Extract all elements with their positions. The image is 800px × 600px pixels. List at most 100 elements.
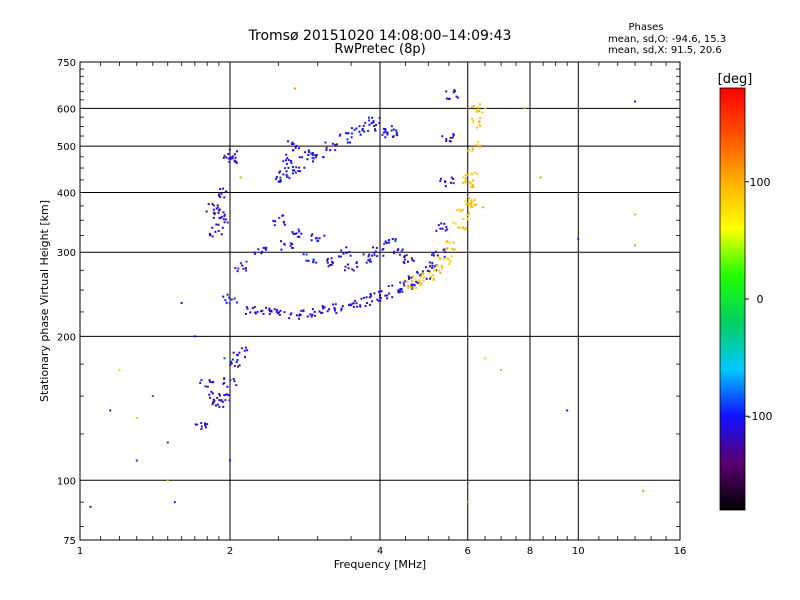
echo-point (297, 228, 300, 231)
echo-point (384, 294, 387, 297)
echo-point (291, 243, 294, 246)
echo-point (452, 221, 455, 224)
echo-point (435, 229, 438, 232)
echo-point (407, 260, 410, 263)
echo-point (287, 140, 290, 143)
echo-point (468, 148, 471, 151)
echo-point (217, 403, 220, 406)
echo-point (397, 291, 400, 294)
echo-point (211, 203, 214, 206)
x-tick-label: 8 (527, 546, 533, 557)
echo-point (227, 157, 230, 160)
echo-point (339, 255, 342, 258)
echo-point (217, 229, 220, 232)
echo-point (358, 130, 361, 133)
echo-point (241, 347, 244, 350)
echo-point (273, 224, 276, 227)
echo-point (217, 211, 220, 214)
echo-point (475, 109, 478, 112)
echo-point (281, 214, 284, 217)
echo-point (441, 135, 444, 138)
colorbar-tick-label: 100 (750, 176, 771, 189)
echo-point (212, 208, 215, 211)
colorbar-tick-label: -100 (748, 410, 773, 423)
echo-point (222, 156, 225, 159)
echo-point (212, 381, 215, 384)
echo-point (251, 307, 254, 310)
echo-point (233, 153, 236, 156)
echo-point (278, 311, 281, 314)
y-tick-label: 400 (57, 188, 76, 199)
echo-point (278, 313, 281, 316)
echo-point (213, 213, 216, 216)
echo-point (332, 303, 335, 306)
echo-point (333, 309, 336, 312)
echo-point (439, 271, 442, 274)
echo-point (254, 252, 257, 255)
echo-point (403, 258, 406, 261)
x-tick-label: 1 (77, 546, 83, 557)
echo-point (406, 284, 409, 287)
echo-point (286, 175, 289, 178)
echo-point (212, 216, 215, 219)
echo-point (212, 401, 215, 404)
echo-point (245, 260, 248, 263)
x-axis-label: Frequency [MHz] (334, 558, 426, 571)
echo-point (224, 399, 227, 402)
echo-point (331, 142, 334, 145)
echo-point (282, 160, 285, 163)
echo-point (347, 267, 350, 270)
echo-point (384, 240, 387, 243)
echo-point (209, 396, 212, 399)
echo-point (262, 246, 265, 249)
stats-heading: Phases (628, 22, 663, 33)
echo-point (245, 312, 248, 315)
echo-point (426, 269, 429, 272)
echo-point (412, 259, 415, 262)
echo-point (207, 203, 210, 206)
echo-point (227, 152, 230, 155)
echo-point (412, 287, 415, 290)
echo-point (217, 223, 220, 226)
echo-point (236, 358, 239, 361)
echo-point (470, 172, 473, 175)
echo-point (298, 314, 301, 317)
echo-point (283, 223, 286, 226)
echo-point (290, 162, 293, 165)
echo-point (310, 315, 313, 318)
echo-point (265, 306, 268, 309)
echo-point (419, 283, 422, 286)
echo-point (368, 119, 371, 122)
echo-point (348, 303, 351, 306)
echo-point (329, 263, 332, 266)
echo-point (285, 153, 288, 156)
echo-point (235, 150, 238, 153)
echo-point (464, 179, 467, 182)
echo-point (282, 173, 285, 176)
echo-point (234, 156, 237, 159)
echo-point (229, 363, 232, 366)
echo-point (382, 131, 385, 134)
echo-point (244, 356, 247, 359)
echo-point (444, 185, 447, 188)
echo-point (375, 123, 378, 126)
echo-point (118, 369, 121, 372)
echo-point (316, 240, 319, 243)
echo-point (265, 248, 268, 251)
echo-point (280, 248, 283, 251)
echo-point (268, 312, 271, 315)
echo-point (270, 309, 273, 312)
echo-point (352, 269, 355, 272)
echo-point (445, 241, 448, 244)
echo-point (452, 177, 455, 180)
stats-x-mode: mean, sd,X: 91.5, 20.6 (608, 45, 722, 56)
echo-point (216, 204, 219, 207)
echo-point (205, 210, 208, 213)
echo-point (478, 103, 481, 106)
echo-point (450, 176, 453, 179)
echo-point (261, 250, 264, 253)
echo-point (260, 310, 263, 313)
x-tick-label: 2 (227, 546, 233, 557)
echo-point (350, 136, 353, 139)
